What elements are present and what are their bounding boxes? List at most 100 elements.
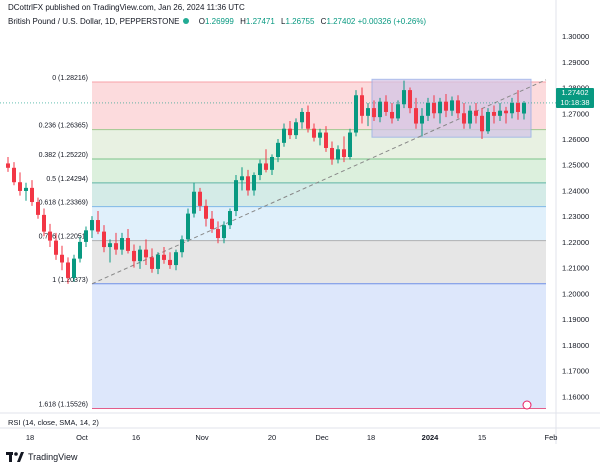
candle [42, 208, 46, 237]
candle-body [372, 108, 376, 118]
candle-body [186, 213, 190, 240]
fib-label-0.618: 0.618 (1.23369) [39, 200, 88, 207]
candle-body [78, 241, 82, 259]
candle [330, 141, 334, 165]
candle [360, 87, 364, 124]
candle [408, 87, 412, 114]
candle [306, 105, 310, 133]
price-axis-tick: 1.23000 [562, 212, 589, 221]
candle [342, 136, 346, 163]
price-axis-tick: 1.21000 [562, 264, 589, 273]
open-label: O [198, 17, 205, 26]
candle [282, 123, 286, 147]
candle-body [270, 156, 274, 170]
fib-zone-0.618 [92, 206, 546, 241]
price-axis-tick: 1.24000 [562, 186, 589, 195]
candle [12, 162, 16, 186]
candle [84, 226, 88, 248]
candle-body [366, 108, 370, 116]
candle-body [486, 111, 490, 132]
candle [246, 169, 250, 196]
tradingview-logo[interactable]: TradingView [6, 450, 78, 464]
event-marker-icon [522, 400, 532, 410]
candle-body [174, 252, 178, 266]
close-value: 1.27402 [326, 17, 356, 26]
candle-body [480, 115, 484, 132]
candle-body [342, 149, 346, 157]
candle [318, 128, 322, 146]
candle [186, 208, 190, 242]
candle [252, 172, 256, 196]
fib-zone-0.786 [92, 240, 546, 284]
candle-body [276, 142, 280, 157]
candle-body [408, 90, 412, 109]
candle [174, 249, 178, 271]
candle-body [114, 243, 118, 250]
low-label: L [281, 17, 286, 26]
candle-body [48, 231, 52, 241]
candle-body [450, 100, 454, 111]
candle-body [378, 101, 382, 118]
candle [300, 108, 304, 129]
candle [492, 105, 496, 124]
candle-body [240, 176, 244, 181]
candle [456, 95, 460, 119]
candle [480, 108, 484, 139]
candle [486, 108, 490, 134]
candle-body [204, 205, 208, 219]
bar-countdown: 10:18:38 [560, 98, 590, 107]
candle [420, 108, 424, 137]
published-by: DCottrlFX published on TradingView.com, … [8, 3, 245, 12]
candle-body [390, 111, 394, 119]
high-label: H [240, 17, 246, 26]
candle [126, 229, 130, 254]
candle [54, 232, 58, 260]
candle [216, 221, 220, 244]
candle [90, 216, 94, 239]
candle [108, 239, 112, 263]
candle [102, 225, 106, 253]
rsi-indicator-label[interactable]: RSI (14, close, SMA, 14, 2) [8, 418, 99, 427]
candle-body [426, 102, 430, 116]
price-axis-tick: 1.30000 [562, 32, 589, 41]
candle [258, 159, 262, 181]
candle-body [18, 182, 22, 191]
candle [162, 247, 166, 264]
price-axis-tick: 1.25000 [562, 161, 589, 170]
candle [432, 95, 436, 119]
candle-body [132, 250, 136, 262]
candle-body [258, 163, 262, 176]
candle [114, 232, 118, 255]
candle [438, 97, 442, 124]
candle [516, 90, 520, 120]
high-value: 1.27471 [245, 17, 275, 26]
candle [462, 102, 466, 129]
price-axis-tick: 1.26000 [562, 135, 589, 144]
candle [66, 257, 70, 284]
candle-body [198, 191, 202, 206]
candle-body [474, 110, 478, 116]
candle-body [360, 95, 364, 116]
candle-body [72, 258, 76, 278]
candle [36, 197, 40, 219]
fib-zone-1 [92, 283, 546, 409]
fib-zone-0.5 [92, 182, 546, 207]
candle-body [510, 102, 514, 114]
fib-label-0: 0 (1.28216) [52, 75, 88, 82]
candle [24, 182, 28, 201]
candle-body [306, 111, 310, 129]
candle [444, 93, 448, 118]
symbol-title[interactable]: British Pound / U.S. Dollar, 1D, PEPPERS… [8, 17, 180, 26]
low-value: 1.26755 [285, 17, 315, 26]
candle-body [252, 175, 256, 191]
candle-body [228, 211, 232, 226]
candle-body [294, 122, 298, 136]
candle-body [288, 128, 292, 136]
candle [348, 128, 352, 160]
candle-body [420, 115, 424, 124]
candle-body [282, 128, 286, 143]
candle [294, 118, 298, 139]
candle [222, 221, 226, 244]
candle [324, 126, 328, 152]
candle [144, 239, 148, 266]
